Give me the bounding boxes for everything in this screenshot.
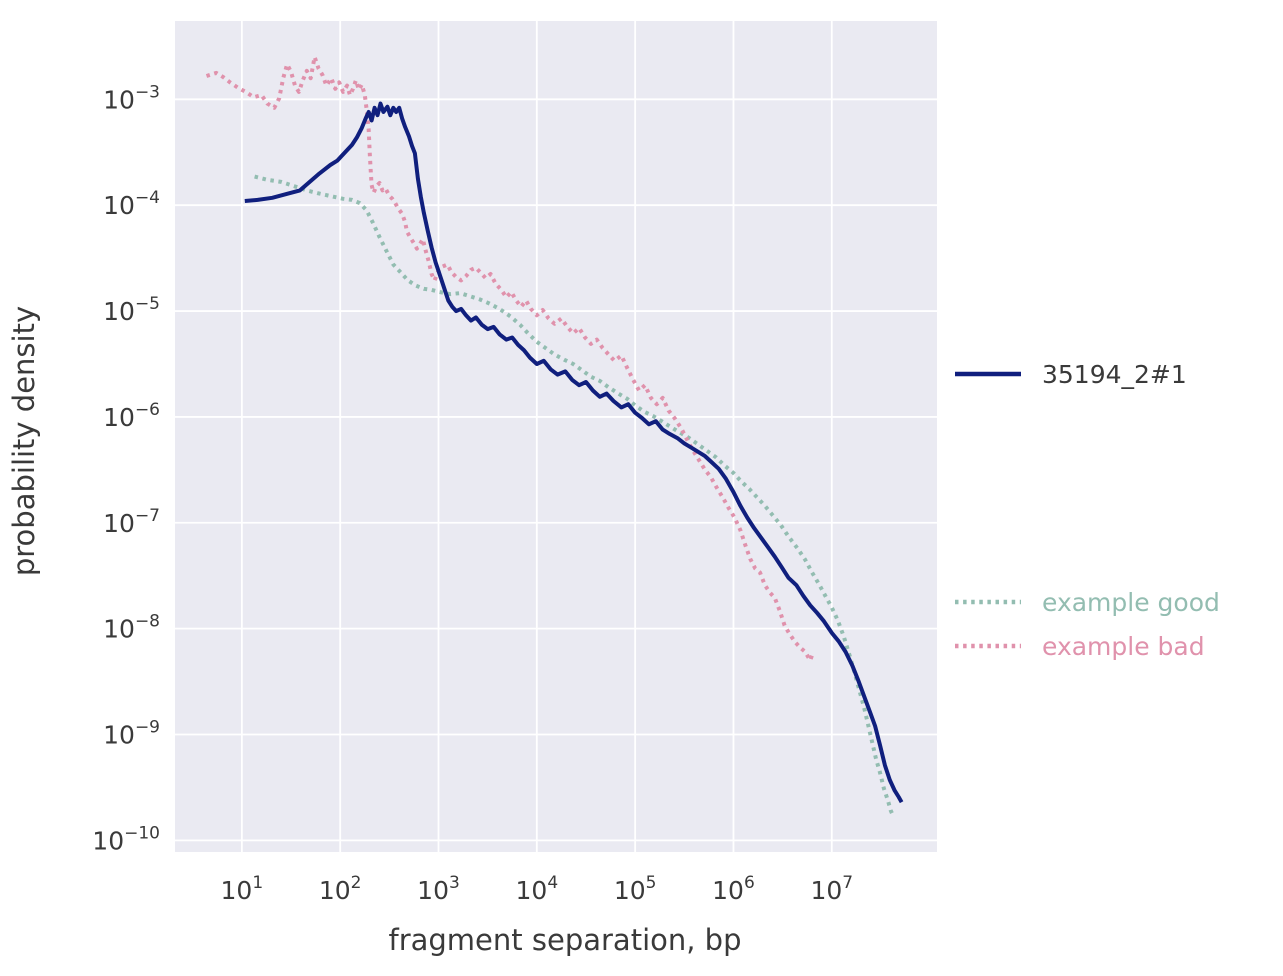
series-path-example-bad xyxy=(205,55,814,663)
x-tick-label: 105 xyxy=(614,873,657,905)
x-tick-label: 103 xyxy=(417,873,460,905)
legend-label-example-bad: example bad xyxy=(1042,631,1205,661)
legend-label-example-good: example good xyxy=(1042,587,1220,617)
y-axis-label: probability density xyxy=(7,306,41,576)
legend-item-example-bad: example bad xyxy=(952,629,1220,663)
x-tick-label: 102 xyxy=(319,873,362,905)
grid-lines xyxy=(175,21,937,852)
y-tick-label: 10−10 xyxy=(92,823,160,855)
legend-line-sample-solid xyxy=(955,371,1021,377)
y-tick-label: 10−5 xyxy=(103,294,160,326)
y-tick-label: 10−9 xyxy=(103,717,160,749)
legend-main: 35194_2#1 xyxy=(952,357,1187,391)
legend-item-example-good: example good xyxy=(952,585,1220,619)
x-tick-labels: 101 102 103 104 105 106 107 xyxy=(221,873,854,905)
x-tick-label: 107 xyxy=(810,873,853,905)
y-tick-label: 10−7 xyxy=(103,506,160,538)
x-tick-label: 104 xyxy=(516,873,559,905)
legend-examples: example good example bad xyxy=(952,585,1220,663)
plot-area xyxy=(175,21,937,852)
series-path-example-good xyxy=(254,174,896,818)
legend-item-35194-2-1: 35194_2#1 xyxy=(952,357,1187,391)
legend-line-sample-dotted-good xyxy=(955,599,1021,605)
legend-line-sample-dotted-bad xyxy=(955,643,1021,649)
y-tick-label: 10−8 xyxy=(103,612,160,644)
y-tick-label: 10−3 xyxy=(103,82,160,114)
legend-label-35194-2-1: 35194_2#1 xyxy=(1042,359,1187,389)
x-tick-label: 106 xyxy=(712,873,755,905)
y-tick-labels: 10−3 10−4 10−5 10−6 10−7 10−8 10−9 10−10 xyxy=(92,82,160,855)
y-tick-label: 10−6 xyxy=(103,400,160,432)
x-axis-label: fragment separation, bp xyxy=(389,923,742,957)
series-path-35194-2-1 xyxy=(244,101,904,804)
x-tick-label: 101 xyxy=(221,873,264,905)
y-tick-label: 10−4 xyxy=(103,188,160,220)
